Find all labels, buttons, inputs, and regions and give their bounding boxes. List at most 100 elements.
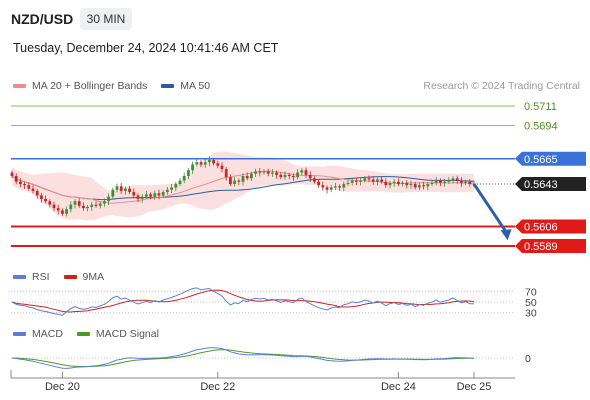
candle-body — [182, 176, 186, 181]
candle — [258, 167, 262, 177]
candle-body — [73, 201, 77, 205]
candle-body — [40, 195, 43, 199]
candle-body — [245, 176, 249, 179]
candle-body — [401, 182, 404, 185]
legend-macd-label: MACD — [32, 328, 63, 340]
candle — [313, 176, 316, 184]
candle-body — [313, 178, 316, 182]
candle — [170, 184, 173, 193]
candle — [254, 168, 257, 177]
candle-body — [367, 178, 371, 180]
candle-body — [31, 188, 35, 191]
candle — [103, 198, 106, 207]
candle-body — [140, 196, 144, 199]
candle — [77, 198, 81, 208]
candle-body — [61, 210, 64, 214]
candle — [212, 157, 215, 166]
candle-body — [132, 192, 136, 196]
candle-body — [157, 193, 161, 196]
candle — [48, 199, 52, 208]
level-label-0.5589: 0.5589 — [515, 238, 586, 253]
candle — [14, 173, 18, 185]
candle — [224, 167, 228, 181]
candle-body — [233, 180, 236, 185]
candle — [342, 181, 346, 192]
candle — [86, 204, 89, 212]
candle-body — [212, 159, 215, 164]
candle-body — [90, 204, 94, 207]
candle — [132, 188, 136, 199]
candle-body — [23, 184, 26, 186]
candle — [380, 176, 383, 184]
candle — [119, 182, 123, 195]
candle-body — [250, 173, 253, 179]
ma20-swatch — [13, 84, 26, 88]
candle — [178, 177, 182, 187]
rsi-tick-label: 30 — [525, 308, 537, 320]
level-value: 0.5606 — [524, 221, 558, 233]
candle — [422, 181, 425, 190]
candle — [401, 180, 404, 187]
candle-body — [296, 172, 299, 178]
candle — [392, 178, 396, 187]
price-legend: MA 20 + Bollinger Bands MA 50 — [13, 80, 210, 92]
candle-body — [119, 186, 123, 191]
candle — [468, 178, 472, 187]
candle-body — [434, 180, 438, 183]
candle — [346, 179, 350, 187]
candle-body — [292, 176, 295, 178]
candle — [229, 174, 232, 187]
candle — [443, 178, 446, 187]
candle-body — [371, 179, 375, 182]
candle — [220, 162, 224, 173]
candle-body — [271, 172, 274, 174]
candle-body — [413, 184, 417, 188]
ma50-swatch — [161, 84, 175, 88]
level-value: 0.5694 — [524, 121, 558, 133]
candle — [31, 185, 35, 194]
candle-body — [203, 162, 207, 165]
candle — [94, 201, 98, 208]
candles — [10, 156, 476, 217]
candle-body — [317, 181, 320, 186]
candle — [82, 202, 85, 211]
candle-body — [27, 185, 31, 189]
candle-body — [418, 185, 421, 188]
candle — [107, 193, 110, 206]
candle — [439, 178, 442, 187]
candle — [455, 175, 459, 184]
candle — [35, 188, 39, 199]
candle-body — [82, 205, 85, 209]
candle — [65, 206, 68, 217]
candle-body — [224, 169, 228, 178]
candle — [250, 171, 253, 181]
candle-body — [300, 170, 304, 173]
candle-body — [304, 170, 308, 175]
candle — [350, 178, 354, 186]
candle — [434, 177, 438, 186]
candle-body — [149, 194, 152, 197]
candle-body — [56, 208, 60, 211]
candle-body — [430, 182, 434, 185]
macd-swatch — [13, 332, 26, 336]
candle — [397, 178, 400, 187]
candle — [292, 173, 295, 181]
candle-body — [199, 162, 203, 165]
candle-body — [241, 176, 245, 182]
candle — [166, 187, 169, 195]
candle-body — [451, 178, 455, 181]
legend-ma20-label: MA 20 + Bollinger Bands — [32, 80, 148, 92]
level-label-0.5665: 0.5665 — [515, 151, 586, 166]
candle — [174, 181, 178, 192]
candle — [418, 182, 421, 191]
candle — [334, 182, 337, 191]
candle-body — [350, 180, 354, 183]
candle — [187, 168, 190, 180]
candle — [287, 172, 291, 180]
candle-body — [287, 174, 291, 176]
candle — [73, 199, 77, 209]
candle — [145, 190, 148, 199]
timeframe-badge[interactable]: 30 MIN — [80, 8, 132, 30]
candle — [136, 193, 140, 203]
